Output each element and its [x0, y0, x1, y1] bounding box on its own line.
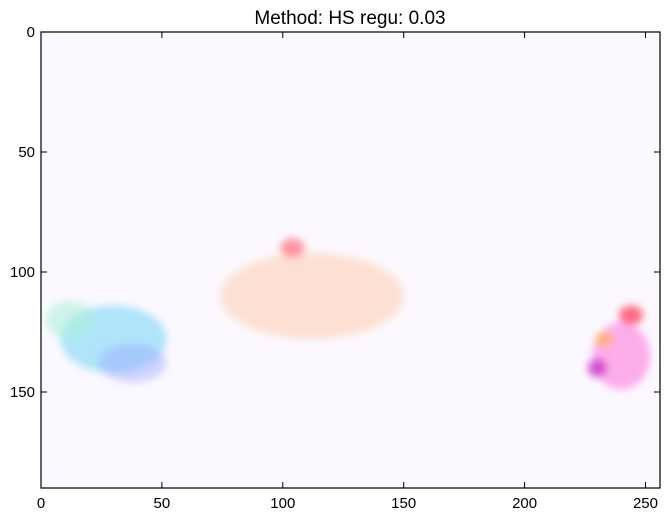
x-tick-label: 50 [154, 495, 171, 512]
x-axis: 0 50 100 150 200 250 [37, 32, 658, 512]
x-tick-label: 200 [512, 495, 537, 512]
chart-title: Method: HS regu: 0.03 [254, 8, 445, 29]
flow-blob [99, 344, 167, 383]
y-tick-label: 50 [18, 144, 35, 161]
y-axis: 0 50 100 150 [10, 24, 660, 401]
flow-blobs [45, 238, 651, 390]
y-tick-label: 150 [10, 384, 35, 401]
x-tick-label: 150 [391, 495, 416, 512]
flow-blob [587, 358, 607, 378]
flow-blob [219, 252, 404, 340]
plot-frame [40, 31, 661, 489]
heatmap-image [41, 32, 660, 488]
y-tick-label: 0 [27, 24, 35, 41]
flow-blob [45, 300, 95, 340]
y-tick-label: 100 [10, 264, 35, 281]
flow-blob [280, 238, 305, 258]
x-tick-label: 100 [270, 495, 295, 512]
x-tick-label: 0 [37, 495, 45, 512]
flow-blob [594, 332, 615, 347]
flow-blob [618, 305, 644, 325]
x-tick-label: 250 [633, 495, 658, 512]
